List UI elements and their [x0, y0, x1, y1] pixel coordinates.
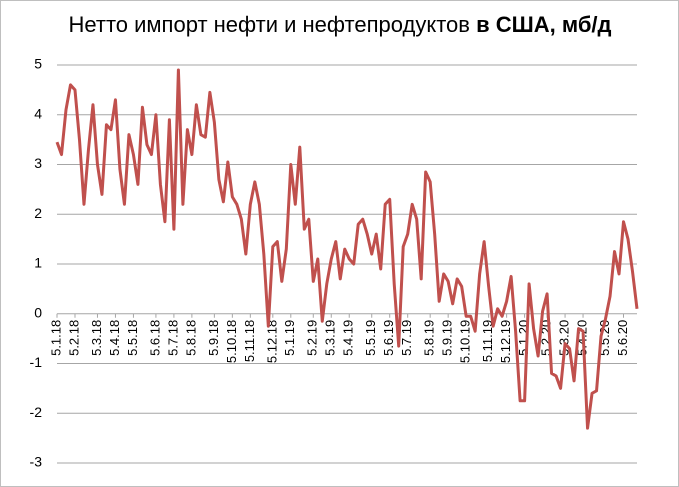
title-bold: в США, мб/д [476, 12, 611, 37]
y-tick-label: 3 [34, 155, 42, 171]
x-tick-label: 5.11.18 [242, 320, 257, 362]
x-tick-label: 5.7.19 [399, 320, 414, 356]
x-tick-label: 5.8.18 [183, 320, 198, 356]
x-tick-label: 5.5.19 [363, 320, 378, 356]
x-tick-label: 5.4.19 [341, 320, 356, 356]
x-tick-label: 5.3.18 [89, 320, 104, 356]
x-tick-label: 5.1.18 [48, 320, 63, 356]
y-tick-label: -3 [30, 454, 43, 470]
x-tick-label: 5.6.18 [147, 320, 162, 356]
y-tick-label: 2 [34, 205, 42, 221]
x-tick-label: 5.11.19 [480, 320, 495, 362]
y-tick-label: 1 [34, 255, 42, 271]
y-tick-label: -2 [30, 404, 43, 420]
x-tick-label: 5.5.18 [125, 320, 140, 356]
x-tick-label: 5.8.19 [422, 320, 437, 356]
x-tick-label: 5.4.18 [107, 320, 122, 356]
x-tick-label: 5.6.19 [381, 320, 396, 356]
x-tick-label: 5.10.18 [224, 320, 239, 363]
x-tick-label: 5.2.19 [305, 320, 320, 356]
y-tick-label: -1 [30, 354, 43, 370]
x-tick-label: 5.1.19 [282, 320, 297, 356]
x-tick-label: 5.9.18 [206, 320, 221, 356]
title-text: Нетто импорт нефти и нефтепродуктов [69, 12, 470, 37]
x-tick-label: 5.12.19 [498, 320, 513, 363]
x-tick-label: 5.2.18 [66, 320, 81, 356]
y-tick-label: 4 [34, 105, 42, 121]
y-tick-label: 0 [34, 304, 42, 320]
x-tick-label: 5.12.18 [264, 320, 279, 363]
x-tick-label: 5.3.19 [323, 320, 338, 356]
chart-title: Нетто импорт нефти и нефтепродуктов в СШ… [69, 12, 612, 37]
data-line [55, 68, 639, 430]
x-tick-label: 5.6.20 [615, 320, 630, 356]
x-tick-label: 5.7.18 [165, 320, 180, 356]
x-tick-label: 5.10.19 [458, 320, 473, 363]
y-tick-label: 5 [34, 56, 42, 72]
x-tick-label: 5.9.19 [440, 320, 455, 356]
